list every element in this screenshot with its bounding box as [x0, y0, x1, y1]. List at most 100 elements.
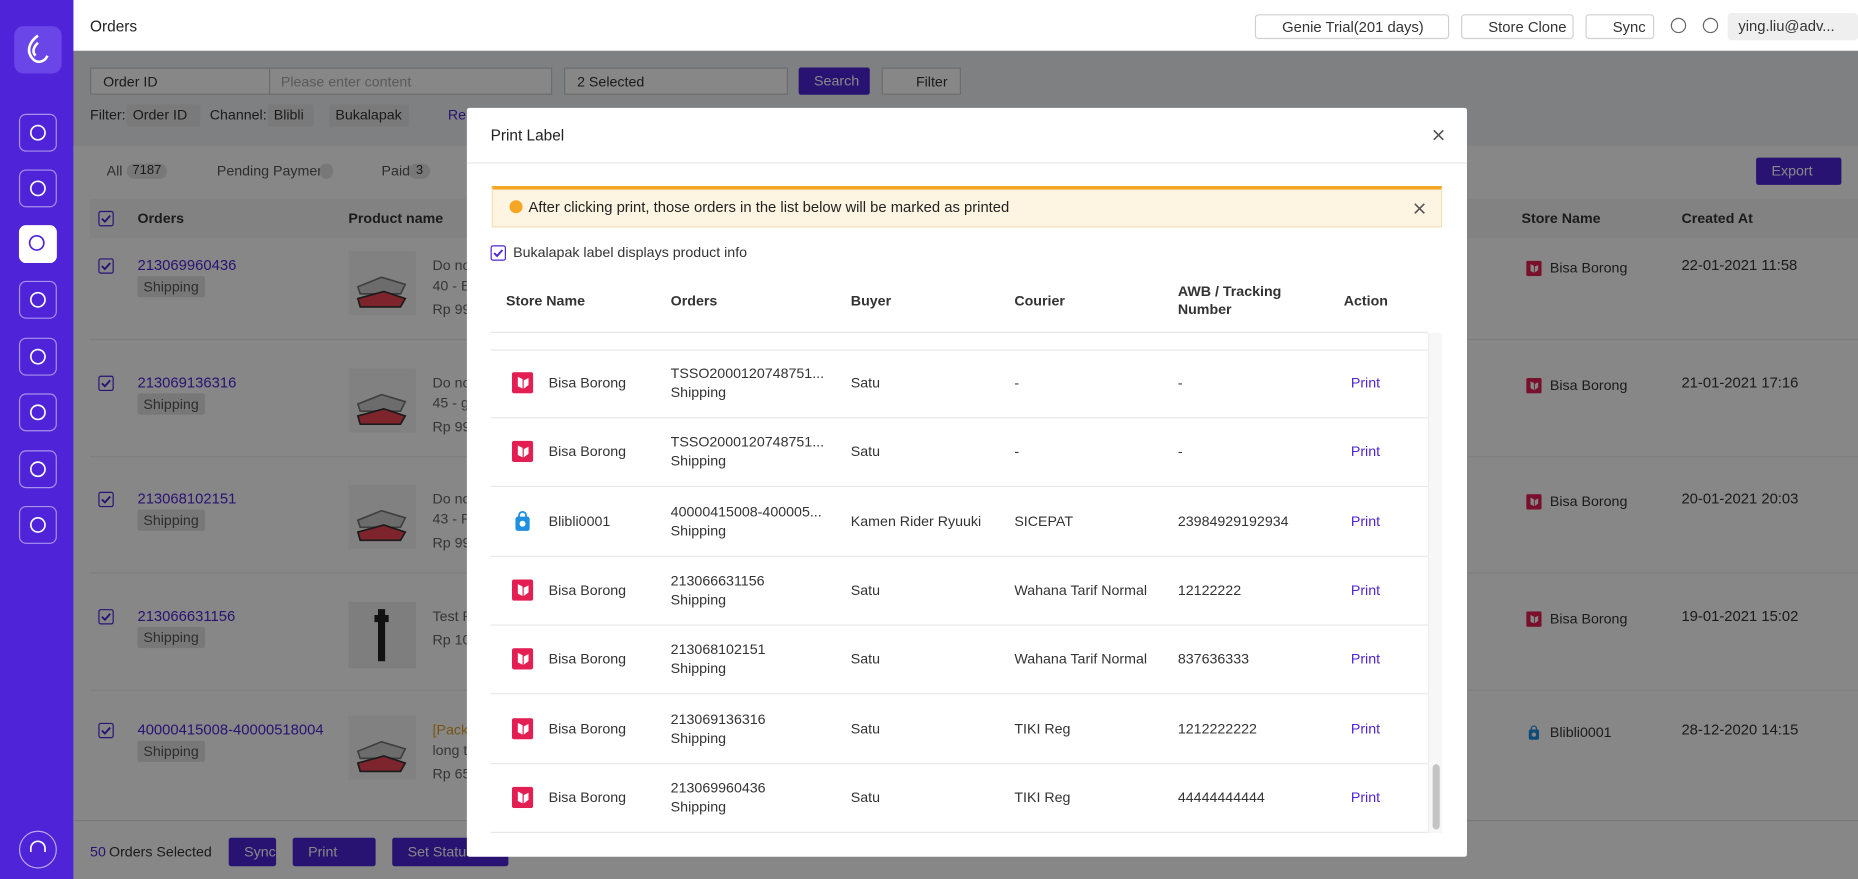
order-number: 213068102151: [670, 641, 766, 658]
created-at: 21-01-2021 17:16: [1681, 374, 1799, 392]
notice-close[interactable]: [1414, 201, 1426, 214]
user-menu[interactable]: ying.liu@adv...: [1727, 13, 1858, 41]
tracking-number: 23984929192934: [1177, 512, 1289, 530]
print-label-modal: Print Label After clicking print, those o…: [466, 107, 1467, 857]
courier: Wahana Tarif Normal: [1014, 581, 1148, 599]
notice-text: After clicking print, those orders in th…: [528, 199, 1010, 216]
checkbox[interactable]: [98, 491, 114, 508]
checkbox[interactable]: [98, 258, 114, 274]
help-icon[interactable]: [1670, 17, 1687, 34]
nav-icon[interactable]: [18, 280, 57, 319]
search-field-select[interactable]: Order ID: [90, 67, 271, 95]
print-link[interactable]: Print: [1350, 719, 1381, 737]
column-header: Buyer: [850, 292, 892, 310]
tracking-number: 44444444444: [1177, 788, 1265, 806]
courier: -: [1014, 443, 1020, 461]
buyer: Satu: [850, 719, 881, 737]
order-link[interactable]: 213068102151: [137, 490, 237, 508]
product-price: Rp 99: [432, 418, 471, 435]
search-input[interactable]: Please enter content: [268, 67, 553, 95]
nav-icon[interactable]: [18, 225, 57, 264]
channel-select[interactable]: 2 Selected: [564, 67, 788, 95]
scrollbar-thumb[interactable]: [1432, 764, 1440, 830]
store-icon: [1526, 724, 1541, 740]
trial-button[interactable]: Genie Trial(201 days): [1254, 14, 1450, 40]
filter-tag[interactable]: Blibli: [267, 104, 315, 127]
order-link[interactable]: 40000415008-40000518004: [137, 721, 324, 739]
checkbox[interactable]: [98, 609, 114, 625]
print-link[interactable]: Print: [1350, 788, 1381, 806]
checkbox[interactable]: [98, 722, 114, 739]
product-price: Rp 99: [432, 300, 471, 318]
order-number: TSSO2000120748751...: [670, 364, 825, 382]
product-product: Do not: [432, 374, 475, 392]
checkbox[interactable]: [98, 375, 114, 392]
status-tag: Shipping: [137, 393, 205, 415]
order-link[interactable]: 213066631156: [137, 607, 236, 625]
product-thumbnail: [348, 251, 416, 316]
sync-button[interactable]: Sync: [1585, 14, 1655, 40]
store-clone-button[interactable]: Store Clone: [1461, 14, 1574, 40]
print-link[interactable]: Print: [1350, 443, 1381, 461]
print-link[interactable]: Print: [1350, 512, 1381, 530]
order-status: Shipping: [670, 591, 727, 608]
tab-label[interactable]: Pending Payment: [216, 162, 330, 179]
language-icon[interactable]: [1702, 17, 1719, 34]
tab-count: 3: [408, 163, 431, 179]
nav-icon[interactable]: [18, 393, 57, 432]
print-button[interactable]: Print: [292, 837, 376, 867]
print-link[interactable]: Print: [1350, 581, 1381, 599]
sync-button[interactable]: Sync: [228, 837, 277, 867]
product-price: Rp 99: [432, 534, 471, 552]
store-name: Bisa Borong: [548, 650, 627, 668]
search-field: Order ID: [103, 73, 158, 91]
filter-tag[interactable]: Order ID: [126, 104, 201, 127]
search-button[interactable]: Search: [798, 67, 870, 95]
support-icon[interactable]: [18, 830, 57, 869]
sync-button-label: Sync: [1612, 18, 1646, 36]
product-variant: 45 - g: [432, 394, 469, 412]
close-button[interactable]: [1431, 128, 1445, 142]
tab-label[interactable]: All: [106, 162, 123, 179]
nav-icon[interactable]: [18, 450, 57, 489]
order-status: Shipping: [670, 660, 727, 677]
order-link[interactable]: 213069960436: [137, 257, 237, 274]
order-link[interactable]: 213069136316: [137, 374, 237, 392]
checkbox[interactable]: [490, 245, 506, 261]
filter-tag[interactable]: Bukalapak: [329, 104, 409, 127]
column-header: Orders: [137, 209, 185, 227]
courier: TIKI Reg: [1014, 788, 1071, 806]
tracking-number: -: [1177, 443, 1183, 461]
print-button-label: Print: [308, 843, 338, 861]
filter-button[interactable]: Filter: [881, 67, 961, 95]
product-product: Do not: [432, 257, 475, 274]
page-title: Orders: [90, 17, 138, 35]
store-icon: [1526, 260, 1542, 276]
row-divider: [490, 486, 1428, 488]
tab-count: [319, 163, 333, 179]
product-product: Test P: [432, 607, 473, 625]
row-divider: [490, 417, 1428, 419]
checkbox-label: Bukalapak label displays product info: [513, 244, 748, 261]
export-button[interactable]: Export: [1756, 157, 1842, 185]
print-link[interactable]: Print: [1350, 374, 1381, 392]
tab-label[interactable]: Paid: [381, 162, 411, 179]
courier: -: [1014, 374, 1020, 392]
store-name: Bisa Borong: [548, 719, 627, 737]
courier: Wahana Tarif Normal: [1014, 650, 1148, 668]
nav-icon[interactable]: [18, 505, 57, 544]
nav-icon[interactable]: [18, 113, 57, 152]
print-link[interactable]: Print: [1350, 650, 1381, 668]
trial-button-label: Genie Trial(201 days): [1282, 18, 1424, 36]
store-name: Blibli0001: [548, 512, 611, 530]
store-icon: [511, 786, 534, 808]
nav-icon[interactable]: [18, 337, 57, 376]
nav-icon[interactable]: [18, 169, 57, 208]
row-divider: [490, 349, 1428, 351]
buyer: Satu: [850, 374, 881, 392]
store-name: Bisa Borong: [548, 443, 627, 461]
store-name: Bisa Borong: [548, 788, 627, 806]
store-icon: [511, 372, 534, 394]
product-thumbnail: [348, 601, 416, 669]
checkbox[interactable]: [98, 210, 114, 227]
